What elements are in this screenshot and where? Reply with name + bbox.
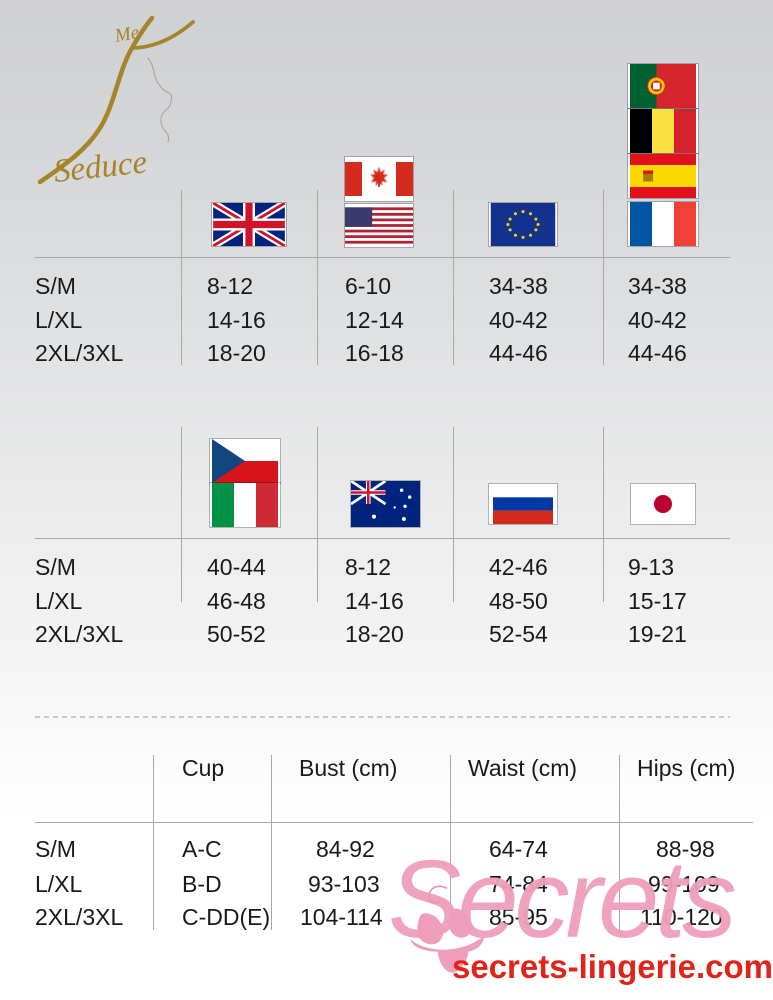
- svg-text:Me: Me: [112, 22, 141, 47]
- svg-text:Seduce: Seduce: [52, 144, 149, 190]
